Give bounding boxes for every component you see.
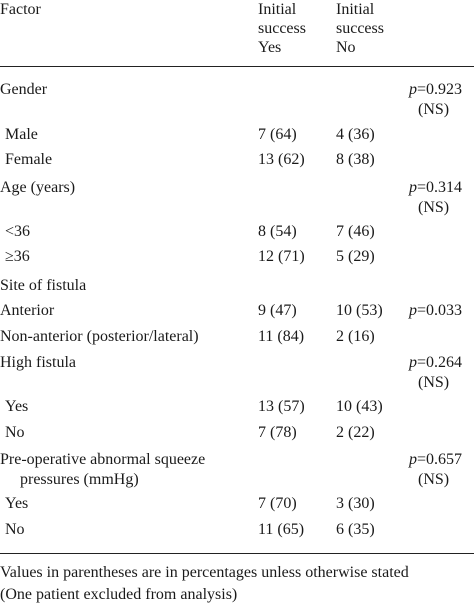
cell-no: 10 (43) — [336, 398, 383, 415]
header-col-yes-3: Yes — [258, 39, 282, 56]
row-label-cont: pressures (mmHg) — [20, 471, 139, 488]
cell-yes: 7 (78) — [258, 424, 297, 441]
header-factor: Factor — [0, 1, 41, 18]
row-label: Pre-operative abnormal squeeze — [0, 451, 206, 468]
row-label: ≥36 — [5, 248, 30, 265]
header-col-no-3: No — [336, 39, 356, 56]
cell-no: 5 (29) — [336, 248, 375, 265]
cell-no: 7 (46) — [336, 223, 375, 240]
cell-yes: 7 (64) — [258, 126, 297, 143]
row-label: Yes — [5, 398, 29, 415]
p-number: =0.923 — [417, 81, 463, 98]
row-label: <36 — [5, 223, 31, 240]
row-label: Site of fistula — [0, 277, 87, 294]
bottom-rule — [0, 553, 474, 554]
p-symbol: p — [409, 354, 417, 371]
header-col-no-2: success — [336, 20, 384, 37]
p-value: p=0.264 — [409, 353, 462, 373]
p-value: p=0.657 — [409, 450, 462, 470]
row-label: Anterior — [0, 302, 55, 319]
cell-no: 8 (38) — [336, 151, 375, 168]
cell-yes: 13 (62) — [258, 151, 305, 168]
p-symbol: p — [409, 81, 417, 98]
cell-no: 2 (22) — [336, 424, 375, 441]
p-number: =0.657 — [417, 451, 463, 468]
p-ns: (NS) — [418, 374, 450, 391]
row-label: Male — [5, 126, 38, 143]
row-label: Female — [5, 151, 53, 168]
p-symbol: p — [409, 302, 417, 319]
cell-no: 10 (53) — [336, 302, 383, 319]
p-ns: (NS) — [418, 471, 450, 488]
cell-yes: 12 (71) — [258, 248, 305, 265]
cell-yes: 9 (47) — [258, 302, 297, 319]
cell-yes: 7 (70) — [258, 495, 297, 512]
cell-no: 6 (35) — [336, 521, 375, 538]
footnote-1: Values in parentheses are in percentages… — [0, 564, 409, 581]
row-label: Age (years) — [0, 179, 76, 196]
cell-yes: 8 (54) — [258, 223, 297, 240]
header-rule — [0, 66, 474, 67]
cell-no: 3 (30) — [336, 495, 375, 512]
p-number: =0.033 — [417, 302, 463, 319]
p-ns: (NS) — [418, 101, 450, 118]
row-label: High fistula — [0, 354, 76, 371]
row-label: Gender — [0, 81, 48, 98]
cell-yes: 11 (65) — [258, 521, 305, 538]
cell-yes: 11 (84) — [258, 328, 305, 345]
p-ns: (NS) — [418, 199, 450, 216]
cell-yes: 13 (57) — [258, 398, 305, 415]
row-label: No — [5, 521, 25, 538]
p-value: p=0.314 — [409, 178, 462, 198]
row-label: Non-anterior (posterior/lateral) — [0, 328, 199, 345]
p-number: =0.264 — [417, 354, 463, 371]
p-symbol: p — [409, 451, 417, 468]
header-col-no-1: Initial — [336, 1, 375, 18]
header-col-yes-1: Initial — [258, 1, 297, 18]
footnote-2: (One patient excluded from analysis) — [0, 586, 238, 603]
p-value: p=0.923 — [409, 80, 462, 100]
row-label: No — [5, 424, 25, 441]
p-symbol: p — [409, 179, 417, 196]
cell-no: 4 (36) — [336, 126, 375, 143]
p-value: p=0.033 — [409, 301, 462, 321]
p-number: =0.314 — [417, 179, 463, 196]
cell-no: 2 (16) — [336, 328, 375, 345]
row-label: Yes — [5, 495, 29, 512]
header-col-yes-2: success — [258, 20, 306, 37]
